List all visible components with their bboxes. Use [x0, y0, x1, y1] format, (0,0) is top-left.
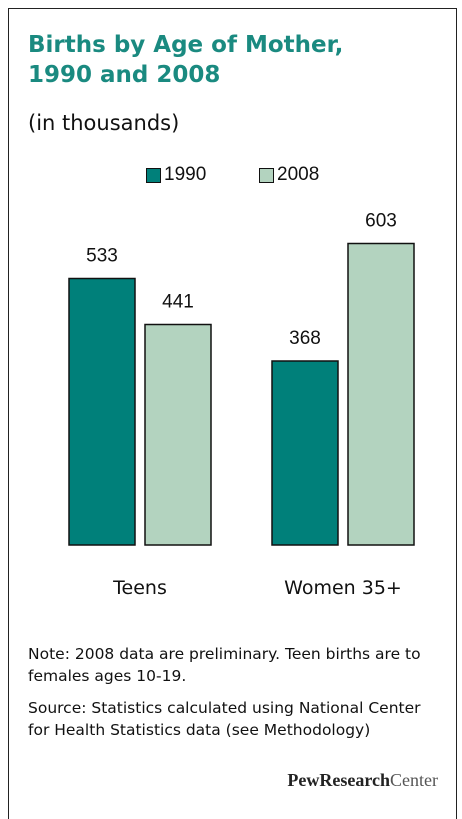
bar-1990-women-35- [271, 360, 339, 546]
category-label-teens: Teens [112, 577, 167, 599]
bar-2008-teens [144, 323, 212, 546]
data-label-2008-teens: 441 [162, 292, 194, 313]
brand-part-2: Center [390, 770, 438, 790]
legend-label-1990: 1990 [164, 164, 207, 185]
bar-chart: 533 441 Teens 368 603 Women 35+ [68, 211, 415, 599]
chart-note: Note: 2008 data are preliminary. Teen bi… [28, 645, 421, 685]
legend-item-2008: 2008 [259, 164, 319, 186]
bar-2008-women-35- [347, 242, 415, 546]
data-label-1990-teens: 533 [86, 246, 118, 267]
title-line-1: Births by Age of Mother, [28, 32, 344, 58]
chart-title: Births by Age of Mother, 1990 and 2008 [28, 30, 428, 90]
legend-swatch-1990 [146, 167, 161, 183]
legend-label-2008: 2008 [277, 164, 320, 185]
brand-part-1: PewResearch [287, 770, 391, 790]
bar-1990-teens [68, 277, 136, 546]
data-label-2008-women-35-: 603 [365, 211, 397, 232]
pew-research-center-logo: PewResearchCenter [287, 770, 438, 791]
data-label-1990-women-35-: 368 [289, 328, 321, 349]
legend: 1990 2008 [0, 164, 462, 188]
title-line-2: 1990 and 2008 [28, 62, 221, 88]
legend-item-1990: 1990 [146, 164, 206, 186]
chart-subtitle: (in thousands) [28, 111, 180, 135]
legend-swatch-2008 [259, 167, 274, 183]
chart-source: Source: Statistics calculated using Nati… [28, 699, 421, 739]
category-label-women-35-: Women 35+ [284, 577, 402, 599]
